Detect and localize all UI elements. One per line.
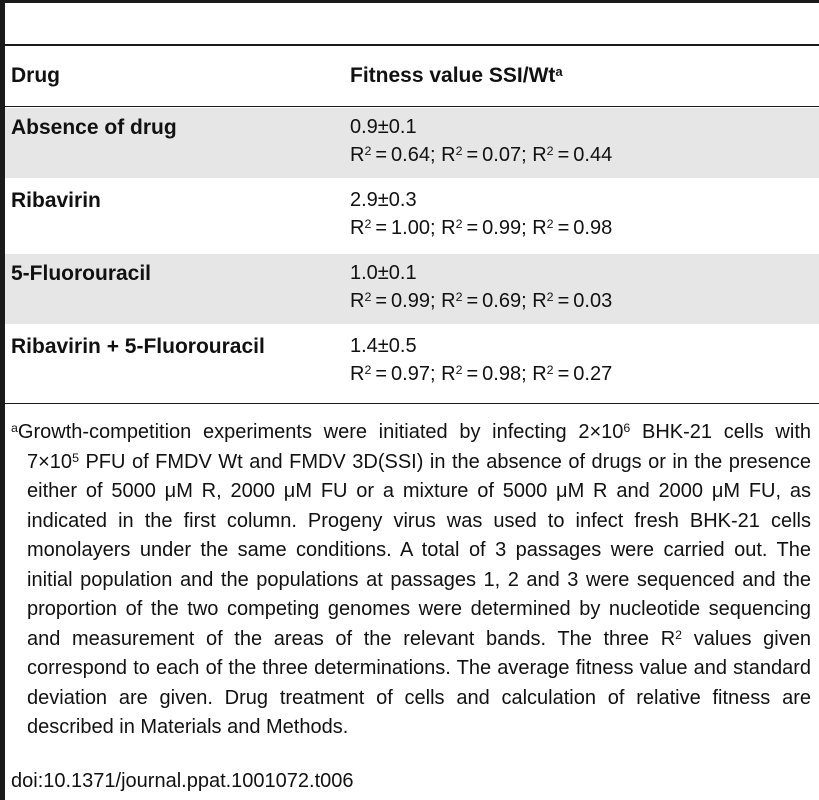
column-header-drug: Drug [11, 64, 60, 87]
footnote-exponent-1: 6 [623, 421, 631, 436]
header-top-rule [5, 44, 819, 46]
fitness-value: 2.9±0.3 [350, 189, 417, 211]
r-squared-values: R2 = 0.99; R2 = 0.69; R2 = 0.03 [350, 290, 613, 312]
r-squared-value: 1.00 [391, 217, 430, 239]
footnote-exponent-2: 5 [72, 450, 79, 465]
table-row: Ribavirin 2.9±0.3 R2 = 1.00; R2 = 0.99; R2… [5, 181, 819, 251]
table-row: Ribavirin + 5-Fluorouracil 1.4±0.5 R2 = 0.… [5, 327, 819, 397]
r-squared-value: 0.27 [573, 363, 613, 385]
table-footnote: aGrowth-competition experiments were ini… [11, 418, 811, 743]
doi-label: doi:10.1371/journal.ppat.1001072.t006 [11, 770, 354, 792]
r-squared-value: 0.99 [391, 290, 430, 312]
footnote-text-4: values given correspond to each of the t… [27, 627, 811, 739]
top-rule [5, 0, 819, 3]
r-squared-value: 0.98 [482, 363, 522, 385]
r-squared-value: 0.69 [482, 290, 522, 312]
fitness-header-superscript: a [555, 64, 563, 80]
r-squared-value: 0.03 [573, 290, 613, 312]
r-squared-value: 0.98 [573, 217, 613, 239]
drug-name: Ribavirin [11, 189, 101, 212]
fitness-value: 0.9±0.1 [350, 116, 417, 138]
drug-name: Ribavirin + 5-Fluorouracil [11, 335, 265, 358]
r-squared-values: R2 = 0.64; R2 = 0.07; R2 = 0.44 [350, 144, 613, 166]
table-row: Absence of drug 0.9±0.1 R2 = 0.64; R2 = 0.… [5, 108, 819, 178]
r-squared-value: 0.44 [573, 144, 613, 166]
left-border [0, 0, 5, 800]
drug-name: 5-Fluorouracil [11, 262, 152, 285]
fitness-value: 1.4±0.5 [350, 335, 417, 357]
r-squared-value: 0.07 [482, 144, 522, 166]
r-squared-value: 0.97 [391, 363, 430, 385]
r-squared-values: R2 = 1.00; R2 = 0.99; R2 = 0.98 [350, 217, 613, 239]
column-header-fitness: Fitness value SSI/Wta [350, 64, 563, 88]
drug-name: Absence of drug [11, 116, 177, 139]
table-row: 5-Fluorouracil 1.0±0.1 R2 = 0.99; R2 = 0.6… [5, 254, 819, 324]
fitness-header-text: Fitness value SSI/Wt [350, 64, 556, 87]
footnote-text-1: Growth-competition experiments were init… [17, 421, 624, 443]
footnote-exponent-3: 2 [675, 627, 683, 642]
r-squared-value: 0.64 [391, 144, 430, 166]
table-bottom-rule [5, 403, 819, 404]
footnote-text-2: BHK-21 cells with 7×10 [27, 421, 811, 473]
r-squared-value: 0.99 [482, 217, 522, 239]
header-bottom-rule [5, 106, 819, 107]
r-squared-values: R2 = 0.97; R2 = 0.98; R2 = 0.27 [350, 363, 613, 385]
footnote-text-3: PFU of FMDV Wt and FMDV 3D(SSI) in the a… [27, 450, 811, 650]
fitness-value: 1.0±0.1 [350, 262, 417, 284]
footnote-marker: a [11, 421, 18, 436]
